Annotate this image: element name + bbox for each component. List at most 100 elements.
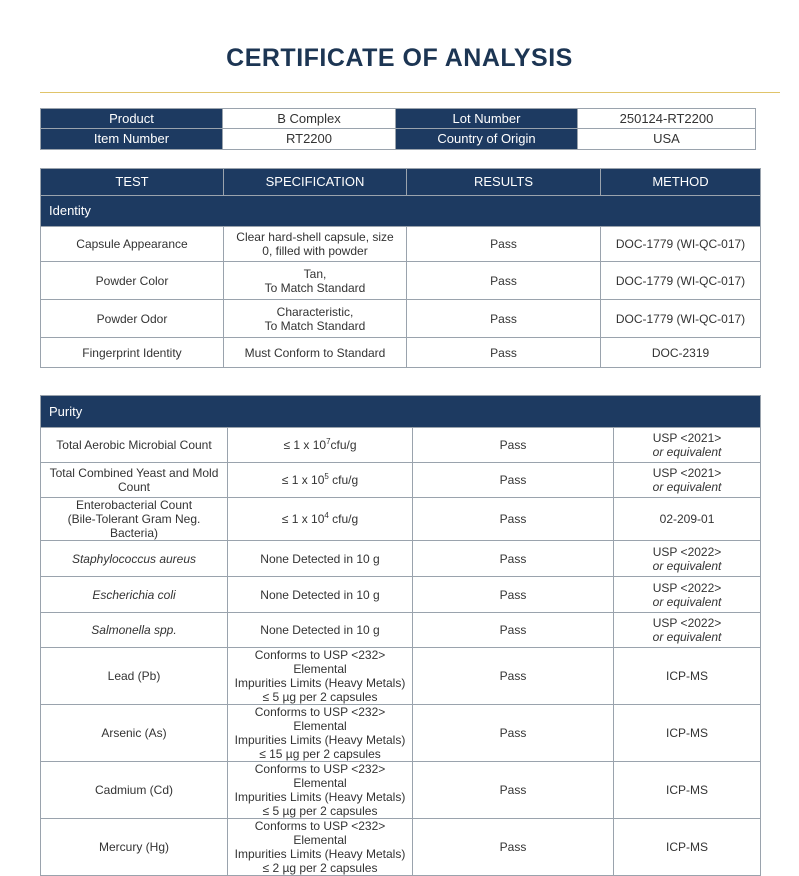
cell-line: DOC-1779 (WI-QC-017) bbox=[615, 311, 746, 326]
cell-line: Pass bbox=[490, 311, 517, 326]
cell-line: Conforms to USP <232> Elemental bbox=[254, 762, 386, 790]
method-cell: USP <2021> or equivalent bbox=[612, 427, 762, 463]
result-cell: Pass bbox=[406, 337, 601, 368]
cell-line: Impurities Limits (Heavy Metals) bbox=[234, 847, 406, 861]
specification-cell: ≤ 1 x 104 cfu/g bbox=[227, 497, 413, 541]
result-cell: Pass bbox=[412, 462, 614, 498]
cell-line: Pass bbox=[499, 669, 527, 683]
result-cell: Pass bbox=[412, 540, 614, 577]
cell-line: To Match Standard bbox=[264, 318, 366, 333]
test-cell: Total Aerobic Microbial Count bbox=[40, 427, 228, 463]
table-row: Capsule Appearance Clear hard-shell capsu… bbox=[40, 226, 761, 262]
spec-text: 4 bbox=[324, 511, 329, 520]
product-value: B Complex bbox=[222, 108, 396, 129]
cell-line: ≤ 5 µg per 2 capsules bbox=[262, 804, 378, 818]
lot-label: Lot Number bbox=[395, 108, 578, 129]
cell-line: ICP-MS bbox=[666, 726, 709, 740]
cell-line: Pass bbox=[499, 512, 527, 526]
cell-line: Must Conform to Standard bbox=[244, 345, 386, 360]
cell-line: or equivalent bbox=[652, 594, 722, 609]
cell-line: or equivalent bbox=[652, 630, 722, 644]
cell-line: (Bile-Tolerant Gram Neg. Bacteria) bbox=[67, 512, 201, 540]
method-cell: DOC-1779 (WI-QC-017) bbox=[600, 226, 761, 262]
specification-cell: Characteristic, To Match Standard bbox=[223, 299, 407, 338]
method-cell: USP <2022> or equivalent bbox=[612, 576, 762, 613]
spec-text: 7 bbox=[326, 437, 331, 446]
cell-line: Characteristic, bbox=[276, 304, 354, 319]
specification-cell: None Detected in 10 g bbox=[227, 540, 413, 577]
test-cell: Escherichia coli bbox=[40, 576, 228, 613]
cell-line: ICP-MS bbox=[666, 669, 709, 683]
table-row: Mercury (Hg) Conforms to USP <232> Elemen… bbox=[40, 818, 762, 876]
cell-line: USP <2022> bbox=[652, 616, 722, 630]
cell-line: or equivalent bbox=[652, 480, 722, 494]
cell-line: DOC-1779 (WI-QC-017) bbox=[615, 237, 746, 251]
test-cell: Capsule Appearance bbox=[40, 226, 224, 262]
cell-line: Conforms to USP <232> Elemental bbox=[254, 819, 386, 847]
table-row: Escherichia coli None Detected in 10 g Pas… bbox=[40, 576, 762, 613]
origin-value: USA bbox=[577, 128, 756, 150]
cell-line: Pass bbox=[490, 345, 517, 360]
section-header-purity: Purity bbox=[39, 395, 762, 428]
cell-line: USP <2021> bbox=[652, 431, 722, 445]
method-cell: DOC-1779 (WI-QC-017) bbox=[600, 299, 761, 338]
cell-line: USP <2022> bbox=[652, 544, 722, 559]
column-header-results: RESULTS bbox=[406, 168, 601, 196]
test-cell: Powder Odor bbox=[40, 299, 224, 338]
specification-cell: Clear hard-shell capsule, size 0, filled … bbox=[223, 226, 407, 262]
cell-line: Pass bbox=[499, 726, 527, 740]
table-row: Lead (Pb) Conforms to USP <232> Elemental… bbox=[40, 647, 762, 705]
result-cell: Pass bbox=[412, 818, 614, 876]
spec-text: 5 bbox=[324, 472, 329, 481]
spec-text: cfu/g bbox=[328, 512, 359, 526]
result-cell: Pass bbox=[412, 704, 614, 762]
method-cell: 02-209-01 bbox=[612, 497, 762, 541]
cell-line: or equivalent bbox=[652, 558, 722, 573]
item-value: RT2200 bbox=[222, 128, 396, 150]
cell-line: Escherichia coli bbox=[92, 587, 176, 602]
cell-line: ≤ 2 µg per 2 capsules bbox=[262, 861, 378, 875]
cell-line: Mercury (Hg) bbox=[98, 840, 169, 854]
method-cell: ICP-MS bbox=[612, 647, 762, 705]
result-cell: Pass bbox=[412, 761, 614, 819]
cell-line: 02-209-01 bbox=[659, 512, 715, 526]
cell-line: Count bbox=[117, 480, 151, 494]
cell-line: Pass bbox=[499, 783, 527, 797]
specification-cell: None Detected in 10 g bbox=[227, 612, 413, 648]
specification-cell: Conforms to USP <232> Elemental Impuritie… bbox=[227, 704, 413, 762]
lot-value: 250124-RT2200 bbox=[577, 108, 756, 129]
cell-line: ≤ 5 µg per 2 capsules bbox=[262, 690, 378, 704]
method-cell: DOC-1779 (WI-QC-017) bbox=[600, 261, 761, 300]
cell-line: Staphylococcus aureus bbox=[71, 551, 197, 566]
specification-cell: Conforms to USP <232> Elemental Impuritie… bbox=[227, 761, 413, 819]
origin-label: Country of Origin bbox=[395, 128, 578, 150]
result-cell: Pass bbox=[412, 497, 614, 541]
cell-line: Pass bbox=[499, 551, 527, 566]
result-cell: Pass bbox=[406, 261, 601, 300]
cell-line: Pass bbox=[490, 237, 517, 251]
cell-line: Powder Color bbox=[95, 273, 169, 288]
result-cell: Pass bbox=[412, 427, 614, 463]
test-cell: Salmonella spp. bbox=[40, 612, 228, 648]
identity-table: TEST SPECIFICATION RESULTS METHOD Identi… bbox=[40, 168, 761, 368]
cell-line: Powder Odor bbox=[96, 311, 168, 326]
table-row: Staphylococcus aureus None Detected in 10… bbox=[40, 540, 762, 577]
cell-line: Arsenic (As) bbox=[101, 726, 167, 740]
table-row: Total Aerobic Microbial Count ≤ 1 x 107cf… bbox=[40, 427, 762, 463]
table-row: Arsenic (As) Conforms to USP <232> Elemen… bbox=[40, 704, 762, 762]
cell-line: Impurities Limits (Heavy Metals) bbox=[234, 790, 406, 804]
cell-line: None Detected in 10 g bbox=[260, 551, 380, 566]
cell-line: Pass bbox=[499, 438, 527, 452]
test-cell: Lead (Pb) bbox=[40, 647, 228, 705]
result-cell: Pass bbox=[412, 576, 614, 613]
product-info-table: Product B Complex Lot Number 250124-RT22… bbox=[40, 108, 756, 150]
cell-line: Conforms to USP <232> Elemental bbox=[254, 648, 386, 676]
test-cell: Staphylococcus aureus bbox=[40, 540, 228, 577]
cell-line: Impurities Limits (Heavy Metals) bbox=[234, 676, 406, 690]
table-row: Cadmium (Cd) Conforms to USP <232> Elemen… bbox=[40, 761, 762, 819]
specification-cell: None Detected in 10 g bbox=[227, 576, 413, 613]
cell-line: Pass bbox=[490, 273, 517, 288]
table-row: Powder Odor Characteristic, To Match Stand… bbox=[40, 299, 761, 338]
spec-text: ≤ 1 x 10 bbox=[283, 438, 327, 452]
cell-line: Fingerprint Identity bbox=[82, 345, 182, 360]
